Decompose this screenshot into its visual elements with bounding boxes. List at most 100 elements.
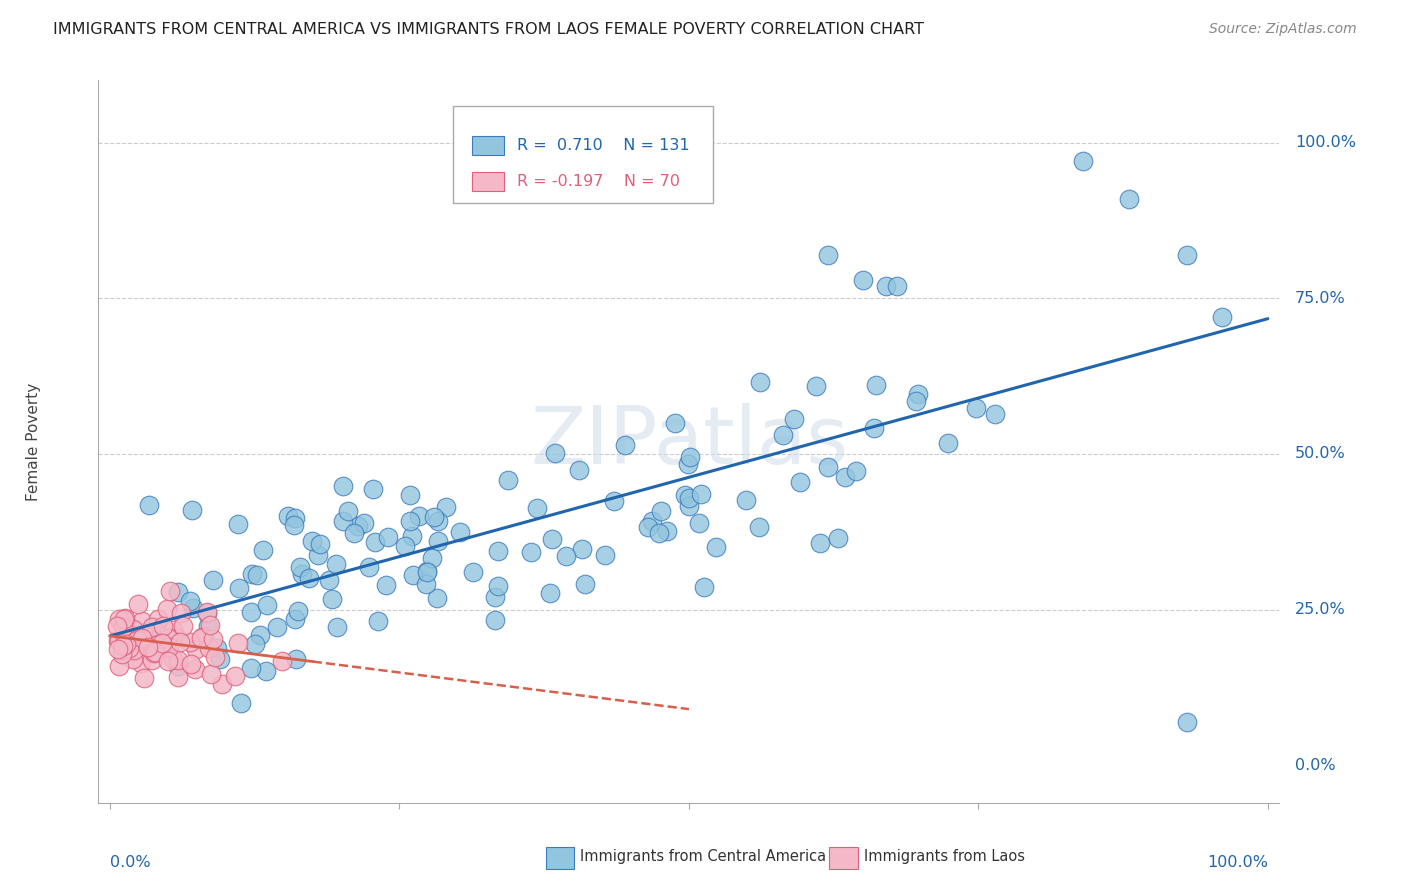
Point — [111, 620, 134, 634]
Point — [271, 654, 294, 668]
Point — [172, 619, 194, 633]
Point — [287, 604, 309, 618]
Point — [865, 378, 887, 392]
Text: R = -0.197    N = 70: R = -0.197 N = 70 — [516, 174, 679, 189]
Point — [420, 551, 443, 566]
Point — [401, 529, 423, 543]
FancyBboxPatch shape — [453, 105, 713, 203]
Point — [1175, 248, 1198, 262]
Point — [183, 662, 205, 676]
Text: Immigrants from Central America: Immigrants from Central America — [581, 849, 827, 864]
Point — [141, 619, 163, 633]
Point — [204, 650, 226, 665]
Point — [650, 504, 672, 518]
Point — [343, 526, 366, 541]
Point — [678, 500, 700, 514]
Point — [789, 475, 811, 489]
Point — [689, 487, 711, 501]
Point — [131, 631, 153, 645]
Point — [526, 501, 548, 516]
Point — [146, 612, 169, 626]
Point — [484, 590, 506, 604]
Point — [122, 643, 145, 657]
Point — [122, 623, 145, 637]
Point — [336, 504, 359, 518]
Point — [402, 568, 425, 582]
Point — [169, 634, 191, 648]
Point — [965, 401, 987, 416]
Point — [191, 630, 214, 644]
Point — [181, 502, 204, 516]
Point — [863, 421, 886, 435]
Point — [541, 532, 564, 546]
Point — [157, 640, 180, 654]
Point — [166, 658, 188, 673]
FancyBboxPatch shape — [471, 171, 503, 191]
Point — [186, 642, 208, 657]
Point — [108, 611, 131, 625]
Point — [205, 640, 228, 655]
Point — [156, 654, 179, 668]
Point — [277, 508, 299, 523]
Text: 50.0%: 50.0% — [1295, 447, 1346, 461]
Point — [416, 564, 439, 578]
Point — [427, 533, 450, 548]
Point — [283, 518, 305, 533]
Point — [180, 657, 202, 672]
Point — [875, 278, 897, 293]
Point — [200, 667, 222, 681]
Point — [166, 653, 188, 667]
Point — [298, 571, 321, 585]
Point — [249, 628, 271, 642]
Text: IMMIGRANTS FROM CENTRAL AMERICA VS IMMIGRANTS FROM LAOS FEMALE POVERTY CORRELATI: IMMIGRANTS FROM CENTRAL AMERICA VS IMMIG… — [53, 22, 924, 37]
Point — [574, 577, 596, 591]
Point — [190, 631, 212, 645]
Point — [678, 457, 700, 471]
Point — [107, 642, 129, 657]
Point — [817, 248, 839, 262]
Point — [198, 618, 221, 632]
Text: 25.0%: 25.0% — [1295, 602, 1346, 617]
Point — [170, 606, 193, 620]
Point — [734, 492, 756, 507]
Point — [141, 653, 163, 667]
Point — [129, 656, 152, 670]
Point — [229, 696, 252, 710]
Point — [363, 482, 385, 496]
Point — [416, 566, 439, 580]
Point — [226, 516, 249, 531]
Point — [183, 601, 205, 615]
Point — [112, 639, 135, 653]
Point — [806, 378, 828, 392]
Point — [408, 508, 430, 523]
Point — [193, 631, 215, 645]
Point — [179, 594, 201, 608]
Point — [108, 658, 131, 673]
Point — [246, 568, 269, 582]
Point — [664, 417, 686, 431]
Point — [150, 639, 173, 653]
Text: R =  0.710    N = 131: R = 0.710 N = 131 — [516, 137, 689, 153]
Point — [114, 611, 136, 625]
Point — [301, 534, 323, 549]
FancyBboxPatch shape — [471, 136, 503, 155]
Point — [120, 633, 142, 648]
Point — [568, 462, 591, 476]
Point — [202, 632, 225, 647]
Point — [852, 272, 875, 286]
Point — [983, 407, 1005, 421]
Point — [132, 624, 155, 639]
Point — [143, 645, 166, 659]
Point — [398, 514, 420, 528]
Point — [602, 493, 624, 508]
Point — [692, 581, 714, 595]
Point — [252, 543, 274, 558]
Point — [125, 633, 148, 648]
Point — [266, 619, 288, 633]
Point — [245, 637, 267, 651]
Point — [817, 460, 839, 475]
Point — [748, 375, 770, 389]
Point — [122, 652, 145, 666]
Point — [637, 520, 659, 534]
Point — [162, 652, 184, 666]
